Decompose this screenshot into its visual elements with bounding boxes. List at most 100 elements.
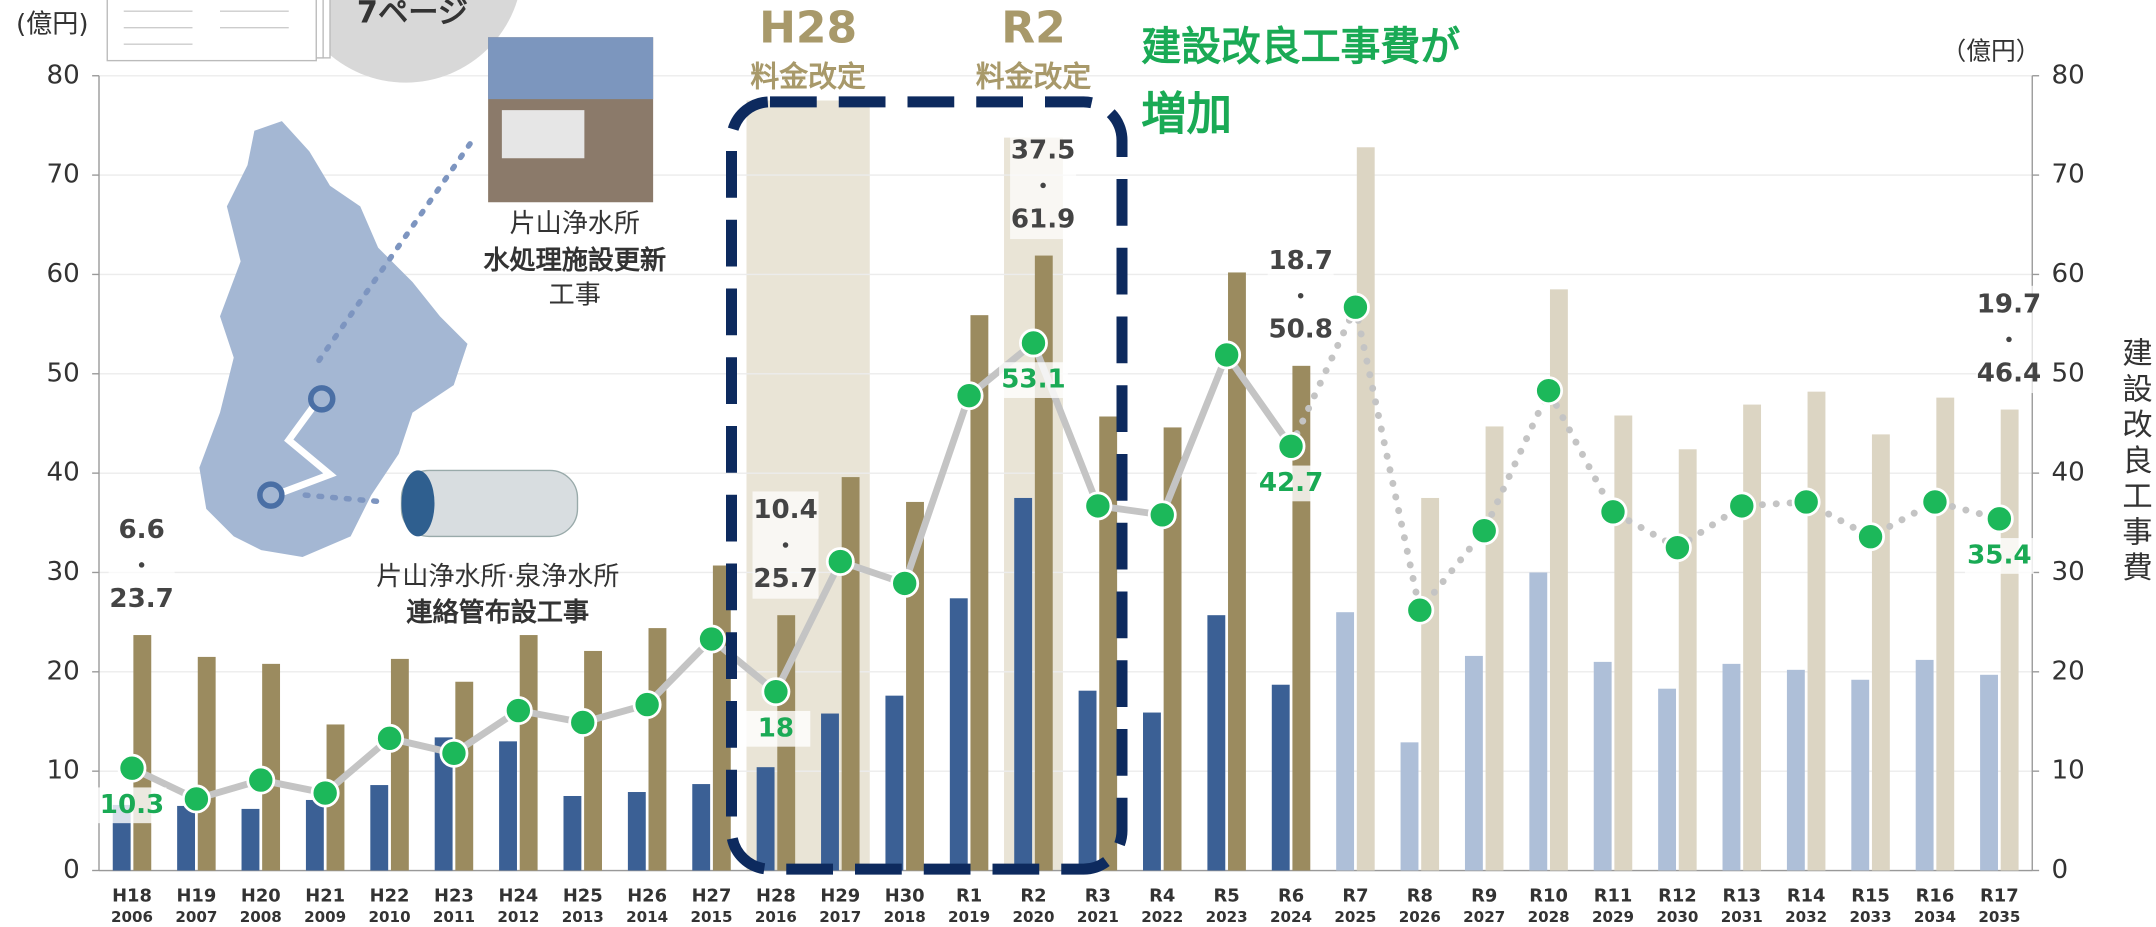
x-tick-label: R17	[1980, 886, 2019, 907]
x-tick-label: R7	[1342, 886, 1368, 907]
x-tick-label: R5	[1214, 886, 1240, 907]
x-tick-label: H21	[305, 886, 345, 907]
y2-tick-label: 10	[2052, 756, 2085, 786]
line-point	[505, 697, 531, 723]
chart-layer	[113, 147, 2019, 870]
y2-tick-label: 50	[2052, 358, 2085, 388]
bar	[1014, 498, 1032, 871]
data-label: 37.5	[1011, 136, 1075, 166]
line-label: 42.7	[1259, 468, 1323, 498]
y2-tick-label: 70	[2052, 160, 2085, 190]
bar	[1079, 691, 1097, 871]
bar	[1723, 664, 1741, 871]
bar	[1336, 612, 1354, 870]
x-tick-year: 2013	[562, 908, 604, 926]
x-tick-label: H27	[692, 886, 732, 907]
data-label: 25.7	[753, 564, 817, 594]
x-tick-label: R16	[1916, 886, 1955, 907]
plant-marker	[311, 388, 333, 410]
y-tick-label: 50	[47, 358, 80, 388]
line-point	[698, 626, 724, 652]
line-point	[763, 679, 789, 705]
line-point	[183, 786, 209, 812]
line-point	[570, 709, 596, 735]
bar	[1872, 434, 1890, 870]
x-tick-label: R12	[1658, 886, 1697, 907]
plant-photo-sign	[502, 110, 585, 158]
bar	[1143, 713, 1161, 871]
data-label: 6.6	[118, 515, 164, 545]
bar	[1099, 416, 1117, 870]
bar	[391, 659, 409, 871]
bar	[1614, 416, 1632, 871]
data-label: 23.7	[109, 584, 173, 614]
x-tick-year: 2022	[1141, 908, 1183, 926]
y-tick-label: 30	[47, 557, 80, 587]
x-tick-label: R14	[1787, 886, 1826, 907]
x-tick-year: 2023	[1206, 908, 1248, 926]
x-tick-label: H28	[756, 886, 796, 907]
page-ref: 7ページ	[357, 0, 468, 30]
bar	[628, 792, 646, 870]
data-label: 61.9	[1011, 204, 1075, 234]
x-tick-year: 2026	[1399, 908, 1441, 926]
line-point	[1729, 493, 1755, 519]
y2-axis-title: 建設改良工事費	[2117, 337, 2152, 588]
line-label: 10.3	[100, 790, 164, 820]
line-point	[1986, 506, 2012, 532]
x-tick-year: 2024	[1270, 908, 1312, 926]
x-tick-label: R15	[1851, 886, 1890, 907]
line-point	[312, 780, 338, 806]
x-tick-label: R3	[1085, 886, 1111, 907]
y-tick-label: 10	[47, 756, 80, 786]
x-tick-label: H22	[370, 886, 410, 907]
x-tick-label: R13	[1722, 886, 1761, 907]
y-tick-label: 20	[47, 656, 80, 686]
data-label: 19.7	[1977, 290, 2041, 320]
x-tick-year: 2006	[111, 908, 153, 926]
line-label: 35.4	[1967, 540, 2031, 570]
bar	[1808, 392, 1826, 871]
line-point	[956, 383, 982, 409]
y-tick-label: 60	[47, 259, 80, 289]
x-tick-year: 2011	[433, 908, 475, 926]
plant-photo-sky	[488, 37, 653, 99]
bar	[1916, 660, 1934, 871]
document-thumbnail	[107, 0, 330, 61]
bar	[520, 635, 538, 870]
x-tick-label: R10	[1529, 886, 1568, 907]
x-tick-label: R9	[1471, 886, 1497, 907]
bar	[1679, 449, 1697, 870]
line-point	[1020, 330, 1046, 356]
label-separator	[139, 562, 145, 568]
x-tick-year: 2031	[1721, 908, 1763, 926]
x-tick-year: 2033	[1850, 908, 1892, 926]
line-point	[1600, 499, 1626, 525]
bar	[1980, 675, 1998, 871]
bar	[1357, 147, 1375, 870]
bar	[821, 714, 839, 871]
x-tick-year: 2019	[948, 908, 990, 926]
label-separator	[2006, 337, 2012, 343]
x-tick-year: 2021	[1077, 908, 1119, 926]
bar	[499, 741, 517, 870]
bar	[177, 806, 195, 871]
line-point	[377, 725, 403, 751]
x-tick-year: 2034	[1914, 908, 1956, 926]
line-point	[441, 740, 467, 766]
illustration: 7ページ 片山浄水所 水処理施設更新 工事 片山浄水所·泉浄水所 連絡管布設工事	[107, 0, 666, 628]
bar	[242, 809, 260, 871]
y2-tick-label: 80	[2052, 60, 2085, 90]
line-point	[1085, 493, 1111, 519]
bar	[1272, 685, 1290, 871]
data-label: 18.7	[1268, 246, 1332, 276]
label-separator	[783, 542, 789, 548]
line-point	[1149, 502, 1175, 528]
bar	[563, 796, 581, 871]
x-tick-label: R11	[1594, 886, 1633, 907]
bar	[2001, 410, 2019, 871]
line-point	[1214, 342, 1240, 368]
x-tick-label: H20	[241, 886, 281, 907]
x-tick-year: 2009	[304, 908, 346, 926]
line-point	[1922, 489, 1948, 515]
